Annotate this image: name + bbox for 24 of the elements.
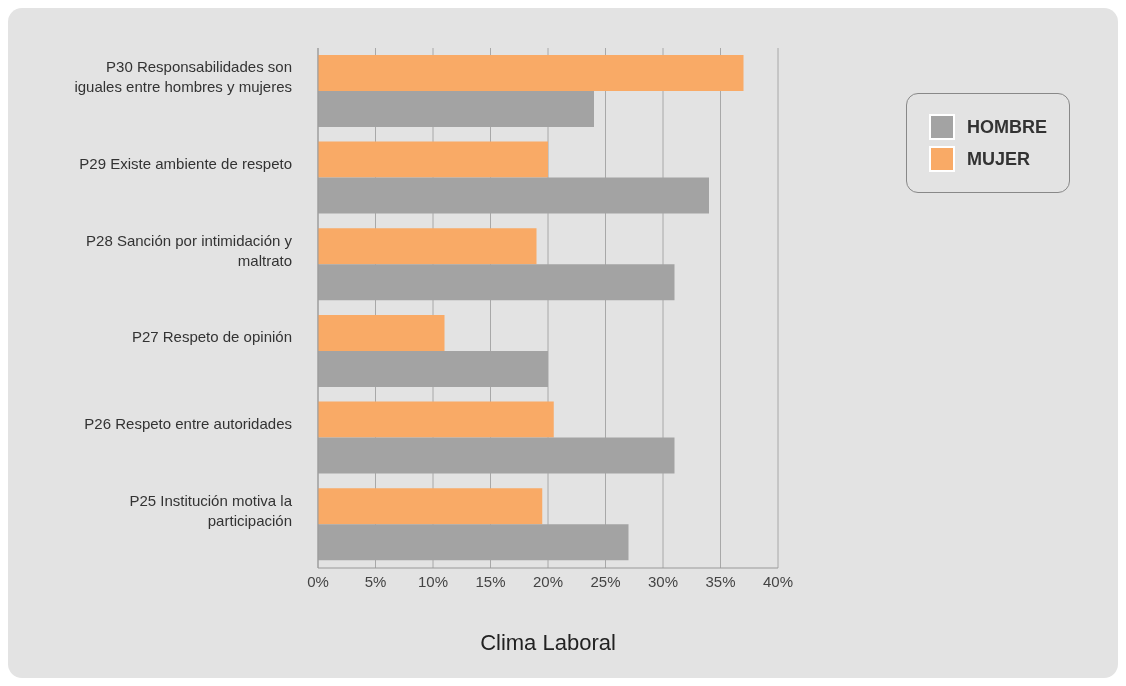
x-tick-label: 35% xyxy=(705,572,736,590)
x-tick-label: 40% xyxy=(762,572,794,590)
bar xyxy=(318,314,445,351)
x-tick-label: 30% xyxy=(647,572,679,590)
bar xyxy=(318,54,744,91)
legend-label: MUJER xyxy=(967,148,1031,170)
y-tick-label: P25 Institución motiva la participación xyxy=(129,491,293,529)
x-tick-label: 10% xyxy=(417,572,449,590)
y-tick-label: P30 Responsabilidades son iguales entre hombres y mujeres xyxy=(74,58,292,96)
x-tick-label: 25% xyxy=(590,572,621,590)
bar xyxy=(318,401,554,438)
x-tick-label: 20% xyxy=(532,572,564,590)
bar xyxy=(318,488,543,525)
bar xyxy=(318,141,548,178)
y-tick-label: P29 Existe ambiente de respeto xyxy=(79,155,292,172)
x-tick-label: 5% xyxy=(364,572,387,590)
bar xyxy=(318,228,537,265)
legend-label: HOMBRE xyxy=(967,116,1047,138)
x-axis-title: Clima Laboral xyxy=(480,630,616,655)
y-tick-label: P27 Respeto de opinión xyxy=(131,328,292,346)
x-tick-label: 0% xyxy=(307,572,329,590)
x-tick-label: 15% xyxy=(475,572,506,590)
y-tick-label: P26 Respeto entre autoridades xyxy=(84,415,292,432)
y-tick-label: P28 Sanción por intimidación y maltrato xyxy=(86,231,293,269)
